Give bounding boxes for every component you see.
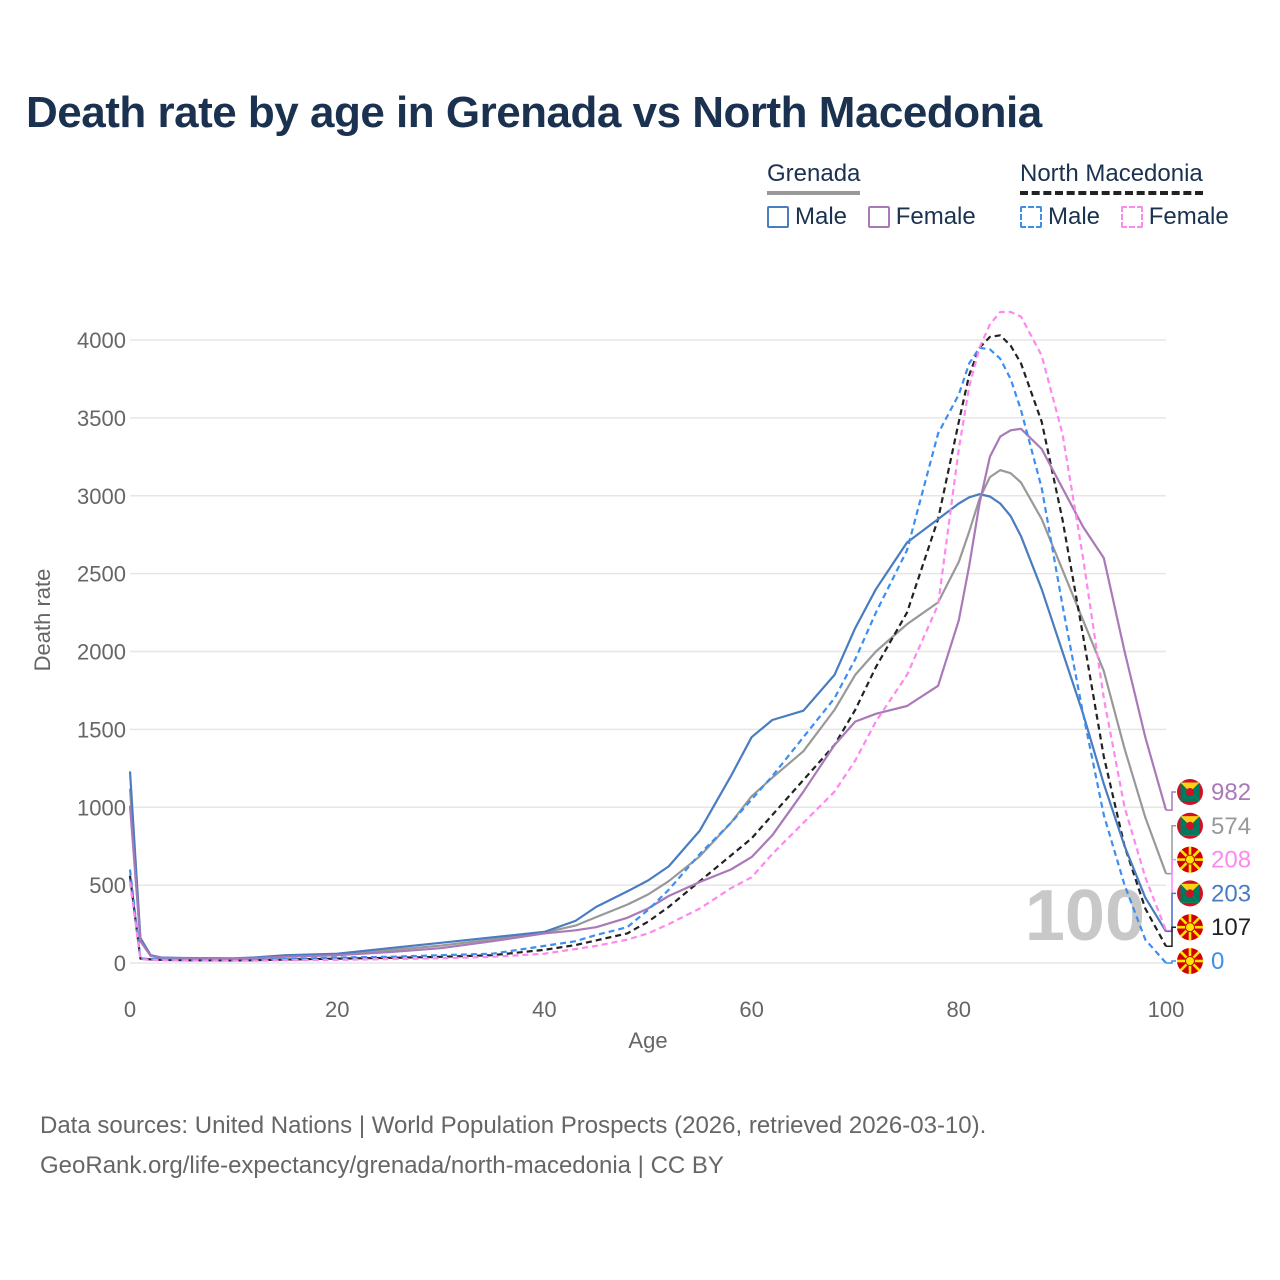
grenada-flag-icon <box>1177 812 1203 839</box>
legend-item-grenada-male[interactable]: Male <box>767 203 847 231</box>
legend-swatch-icon <box>1120 206 1143 228</box>
y-tick-label: 3000 <box>77 484 126 509</box>
grenada-flag-icon <box>1177 880 1203 907</box>
legend-label: Female <box>895 203 976 230</box>
legend-label: Male <box>1048 203 1101 230</box>
y-tick-label: 500 <box>89 873 126 898</box>
x-tick-label: 40 <box>532 997 556 1022</box>
y-tick-label: 1000 <box>77 795 126 820</box>
legend-item-north-macedonia-female[interactable]: Female <box>1120 203 1229 231</box>
legend-item-grenada-female[interactable]: Female <box>867 203 976 231</box>
series-line-north-macedonia-both[interactable] <box>128 334 1167 962</box>
end-label-value: 203 <box>1211 880 1251 907</box>
series-line-north-macedonia-female[interactable] <box>128 310 1168 962</box>
y-tick-label: 2500 <box>77 562 126 587</box>
end-label-connector <box>1166 858 1176 932</box>
legend-swatch-icon <box>867 206 890 228</box>
y-tick-label: 3500 <box>77 406 126 431</box>
chart-title: Death rate by age in Grenada vs North Ma… <box>26 88 1042 137</box>
x-tick-label: 100 <box>1148 997 1185 1022</box>
grenada-flag-icon <box>1177 779 1203 805</box>
legend-label: Female <box>1148 203 1229 230</box>
end-label-value: 107 <box>1211 914 1251 941</box>
legend-item-north-macedonia-male[interactable]: Male <box>1020 203 1100 231</box>
legend-group-north-macedonia: North Macedonia Male Female <box>1020 160 1243 235</box>
end-label-connector <box>1166 825 1176 875</box>
y-tick-label: 1500 <box>77 717 126 742</box>
legend-head-grenada: Grenada <box>767 160 861 195</box>
x-tick-label: 80 <box>947 997 971 1022</box>
x-tick-label: 60 <box>739 997 763 1022</box>
y-tick-label: 4000 <box>77 328 126 353</box>
footer: Data sources: United Nations | World Pop… <box>40 1106 986 1186</box>
end-label-value: 0 <box>1211 948 1224 975</box>
legend-label: Male <box>795 203 848 230</box>
series-line-grenada-male[interactable] <box>128 493 1167 960</box>
north-macedonia-flag-icon <box>1177 948 1203 974</box>
legend-head-north-macedonia: North Macedonia <box>1020 160 1203 195</box>
legend-swatch-icon <box>1020 206 1042 228</box>
end-label-connector <box>1166 791 1176 811</box>
end-label-connector <box>1166 960 1176 964</box>
legend-group-grenada: Grenada Male Female <box>767 160 990 235</box>
series-line-north-macedonia-male[interactable] <box>128 346 1167 964</box>
footer-source: Data sources: United Nations | World Pop… <box>40 1112 987 1139</box>
end-label-value: 574 <box>1211 813 1251 840</box>
footer-url[interactable]: GeoRank.org/life-expectancy/grenada/nort… <box>40 1152 724 1179</box>
end-label-value: 982 <box>1211 779 1251 806</box>
north-macedonia-flag-icon <box>1177 846 1203 873</box>
x-tick-label: 0 <box>124 997 136 1022</box>
end-label-connector <box>1166 926 1176 948</box>
watermark-year: 100 <box>1025 876 1145 956</box>
end-label-value: 208 <box>1211 847 1251 874</box>
x-tick-label: 20 <box>325 997 349 1022</box>
legend-swatch-icon <box>767 206 789 228</box>
x-axis-label: Age <box>628 1028 667 1053</box>
series-line-grenada-female[interactable] <box>128 427 1168 960</box>
y-tick-label: 0 <box>114 951 126 976</box>
y-tick-label: 2000 <box>77 640 126 665</box>
north-macedonia-flag-icon <box>1177 914 1203 941</box>
end-label-connector <box>1166 892 1176 933</box>
y-axis-label: Death rate <box>30 569 55 672</box>
